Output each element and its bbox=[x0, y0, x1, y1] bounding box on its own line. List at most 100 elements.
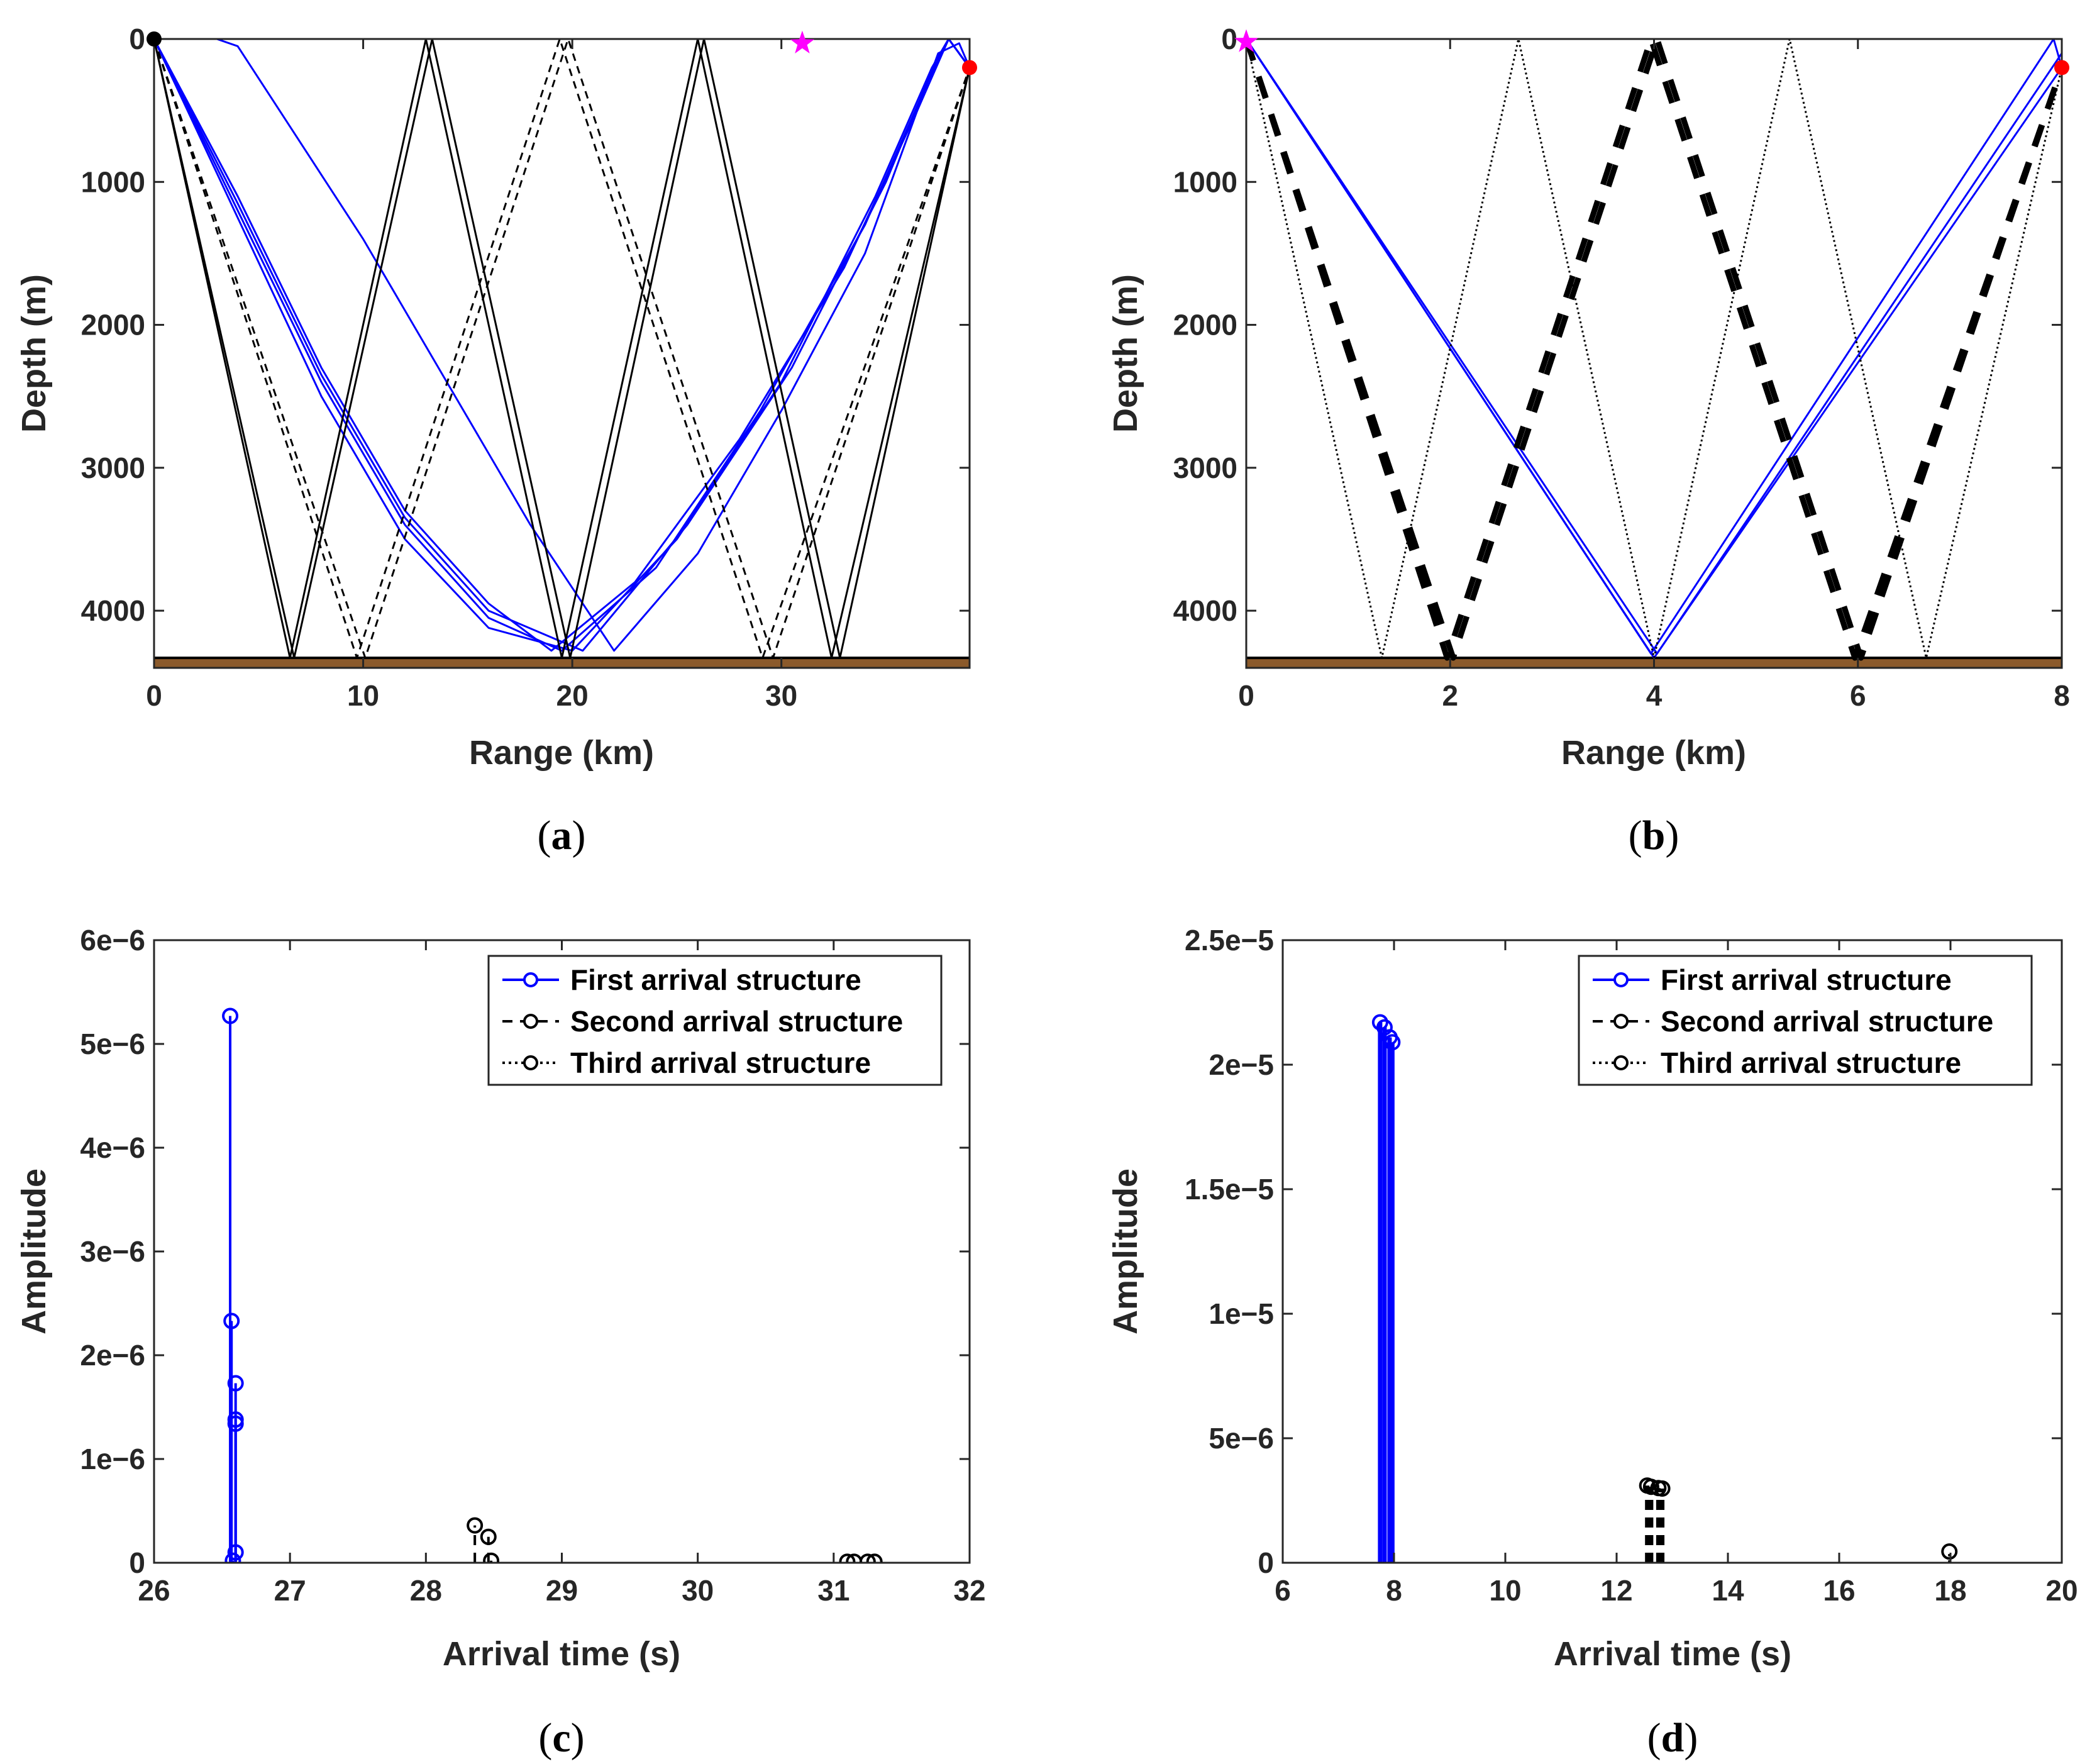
panel-b-receiver-dot bbox=[2054, 60, 2069, 75]
panel-c-stem-marker-0-2 bbox=[227, 1375, 244, 1392]
panel-d-ytick-label: 2.5e−5 bbox=[1185, 924, 1274, 957]
panel-d-stem-marker-0-0 bbox=[1371, 1014, 1388, 1031]
panel-c-stem-marker-0-0 bbox=[222, 1007, 239, 1024]
panel-c-legend-marker-0 bbox=[523, 972, 538, 987]
panel-c-xtick-label: 31 bbox=[817, 1574, 849, 1607]
panel-b-ray-2 bbox=[1246, 39, 2062, 659]
panel-c-legend bbox=[487, 955, 943, 1086]
panel-b-ylabel: Depth (m) bbox=[1107, 274, 1144, 433]
panel-d-ylabel: Amplitude bbox=[1107, 1168, 1144, 1334]
panel-c-ytick-label: 4e−6 bbox=[80, 1131, 145, 1164]
panel-b-ytick-label: 3000 bbox=[1173, 452, 1237, 484]
panel-a-xtick-label: 10 bbox=[347, 679, 379, 712]
panel-c-caption: (c) bbox=[538, 1715, 584, 1761]
panel-d-xtick-label: 10 bbox=[1489, 1574, 1521, 1607]
panel-c-xtick-label: 26 bbox=[138, 1574, 170, 1607]
panel-c-xtick-label: 29 bbox=[546, 1574, 578, 1607]
panel-a-ytick-label: 0 bbox=[129, 23, 145, 55]
panel-d-ytick-label: 5e−6 bbox=[1209, 1422, 1274, 1455]
panel-c-legend-marker-2 bbox=[523, 1055, 538, 1070]
panel-a-ytick-label: 1000 bbox=[81, 165, 145, 198]
panel-b-ray-0 bbox=[1246, 39, 2062, 655]
panel-a-source-dot bbox=[147, 31, 162, 47]
panel-b-xlabel: Range (km) bbox=[1561, 734, 1746, 772]
panel-d-plot-area bbox=[1371, 1014, 1958, 1563]
panel-a-ray-6 bbox=[154, 39, 970, 659]
panel-c-legend-marker-1 bbox=[523, 1014, 538, 1029]
panel-b-ytick-label: 0 bbox=[1221, 23, 1237, 55]
panel-d-ytick-label: 1.5e−5 bbox=[1185, 1173, 1274, 1206]
panel-d-legend-marker-1 bbox=[1613, 1014, 1629, 1029]
panel-d-ytick-label: 2e−5 bbox=[1209, 1048, 1274, 1081]
panel-c-legend-label-0: First arrival structure bbox=[570, 963, 861, 996]
panel-b-axes-frame bbox=[1245, 38, 2063, 669]
panel-d-xtick-label: 20 bbox=[2045, 1574, 2078, 1607]
panel-a-ray-3 bbox=[154, 39, 970, 652]
panel-c-stem-marker-0-4 bbox=[227, 1415, 244, 1432]
panel-c-stem-marker-0-6 bbox=[224, 1552, 241, 1563]
panel-d-caption: (d) bbox=[1647, 1715, 1698, 1761]
panel-d-legend bbox=[1578, 955, 2033, 1086]
panel-c-stem-marker-1-2 bbox=[483, 1552, 500, 1563]
panel-d-xtick-label: 14 bbox=[1712, 1574, 1744, 1607]
panel-d-stem-marker-2-0 bbox=[1941, 1543, 1958, 1560]
panel-b-xtick-label: 4 bbox=[1646, 679, 1663, 712]
panel-d-ytick-label: 1e−5 bbox=[1209, 1297, 1274, 1330]
panel-c-xlabel: Arrival time (s) bbox=[443, 1635, 680, 1673]
panel-a-ytick-label: 3000 bbox=[81, 452, 145, 484]
panel-a-ytick-label: 2000 bbox=[81, 309, 145, 341]
panel-b-ray-trace: 0 2 4 6 8 0 1000 2000 3000 4000 bbox=[1173, 23, 2070, 712]
panel-d-arrival-structure: 6 8 10 12 14 16 18 20 0 5e−6 1e−5 1.5e−5 2e−5 2.5e−5 F… bbox=[1185, 924, 2078, 1607]
panel-a-ytick-label: 4000 bbox=[81, 594, 145, 627]
panel-c-ytick-label: 1e−6 bbox=[80, 1443, 145, 1475]
panel-a-ray-7 bbox=[154, 39, 970, 659]
panel-a-xlabel: Range (km) bbox=[469, 734, 654, 772]
panel-b-ytick-label: 4000 bbox=[1173, 594, 1237, 627]
panel-a-plot-area bbox=[154, 39, 970, 668]
panel-a-ray-4 bbox=[154, 39, 970, 652]
panel-d-legend-marker-2 bbox=[1613, 1055, 1629, 1070]
panel-a-caption: (a) bbox=[538, 813, 586, 858]
panel-b-xtick-label: 8 bbox=[2054, 679, 2070, 712]
panel-d-xlabel: Arrival time (s) bbox=[1554, 1635, 1791, 1673]
panel-c-stem-marker-1-1 bbox=[480, 1528, 497, 1545]
panel-c-stem-marker-0-5 bbox=[227, 1544, 244, 1561]
panel-c-ytick-label: 0 bbox=[129, 1546, 145, 1579]
panel-a-ray-2 bbox=[154, 39, 970, 652]
panel-a-star-marker bbox=[790, 30, 814, 53]
panel-b-ray-5 bbox=[1246, 39, 2062, 659]
panel-c-stem-marker-2-3 bbox=[866, 1553, 883, 1563]
panel-b-caption: (b) bbox=[1629, 813, 1679, 858]
panel-d-ytick-label: 0 bbox=[1258, 1546, 1274, 1579]
panel-d-xtick-label: 12 bbox=[1600, 1574, 1632, 1607]
panel-b-ray-1 bbox=[1246, 39, 2062, 655]
panel-b-ray-4 bbox=[1246, 39, 2062, 661]
panel-d-stem-marker-1-1 bbox=[1642, 1478, 1659, 1495]
panel-d-xtick-label: 16 bbox=[1823, 1574, 1855, 1607]
panel-b-plot-area bbox=[1246, 39, 2062, 668]
panel-a-ray-8 bbox=[154, 39, 970, 659]
panel-c-legend-label-2: Third arrival structure bbox=[570, 1046, 871, 1079]
panel-d-xtick-label: 6 bbox=[1275, 1574, 1291, 1607]
panel-a-ray-0 bbox=[154, 39, 970, 652]
panel-b-xtick-label: 6 bbox=[1850, 679, 1866, 712]
panel-b-ytick-label: 1000 bbox=[1173, 165, 1237, 198]
panel-b-ray-3 bbox=[1246, 39, 2062, 661]
panel-a-receiver-dot bbox=[962, 60, 977, 75]
panel-c-xtick-label: 32 bbox=[953, 1574, 985, 1607]
panel-c-ytick-label: 3e−6 bbox=[80, 1235, 145, 1268]
panel-d-xtick-label: 18 bbox=[1934, 1574, 1966, 1607]
panel-a-xtick-label: 20 bbox=[556, 679, 589, 712]
panel-c-xtick-label: 30 bbox=[682, 1574, 714, 1607]
panel-c-ylabel: Amplitude bbox=[15, 1168, 53, 1334]
panel-b-xtick-label: 0 bbox=[1238, 679, 1254, 712]
panel-a-axes-frame bbox=[153, 38, 971, 669]
panel-d-legend-label-0: First arrival structure bbox=[1661, 963, 1952, 996]
panel-b-ytick-label: 2000 bbox=[1173, 309, 1237, 341]
panel-b-source-star bbox=[1234, 29, 1258, 52]
panel-c-xtick-label: 28 bbox=[410, 1574, 442, 1607]
panel-d-stem-marker-0-3 bbox=[1384, 1034, 1401, 1051]
panel-c-ytick-label: 2e−6 bbox=[80, 1339, 145, 1372]
panel-a-ray-1 bbox=[154, 39, 970, 652]
